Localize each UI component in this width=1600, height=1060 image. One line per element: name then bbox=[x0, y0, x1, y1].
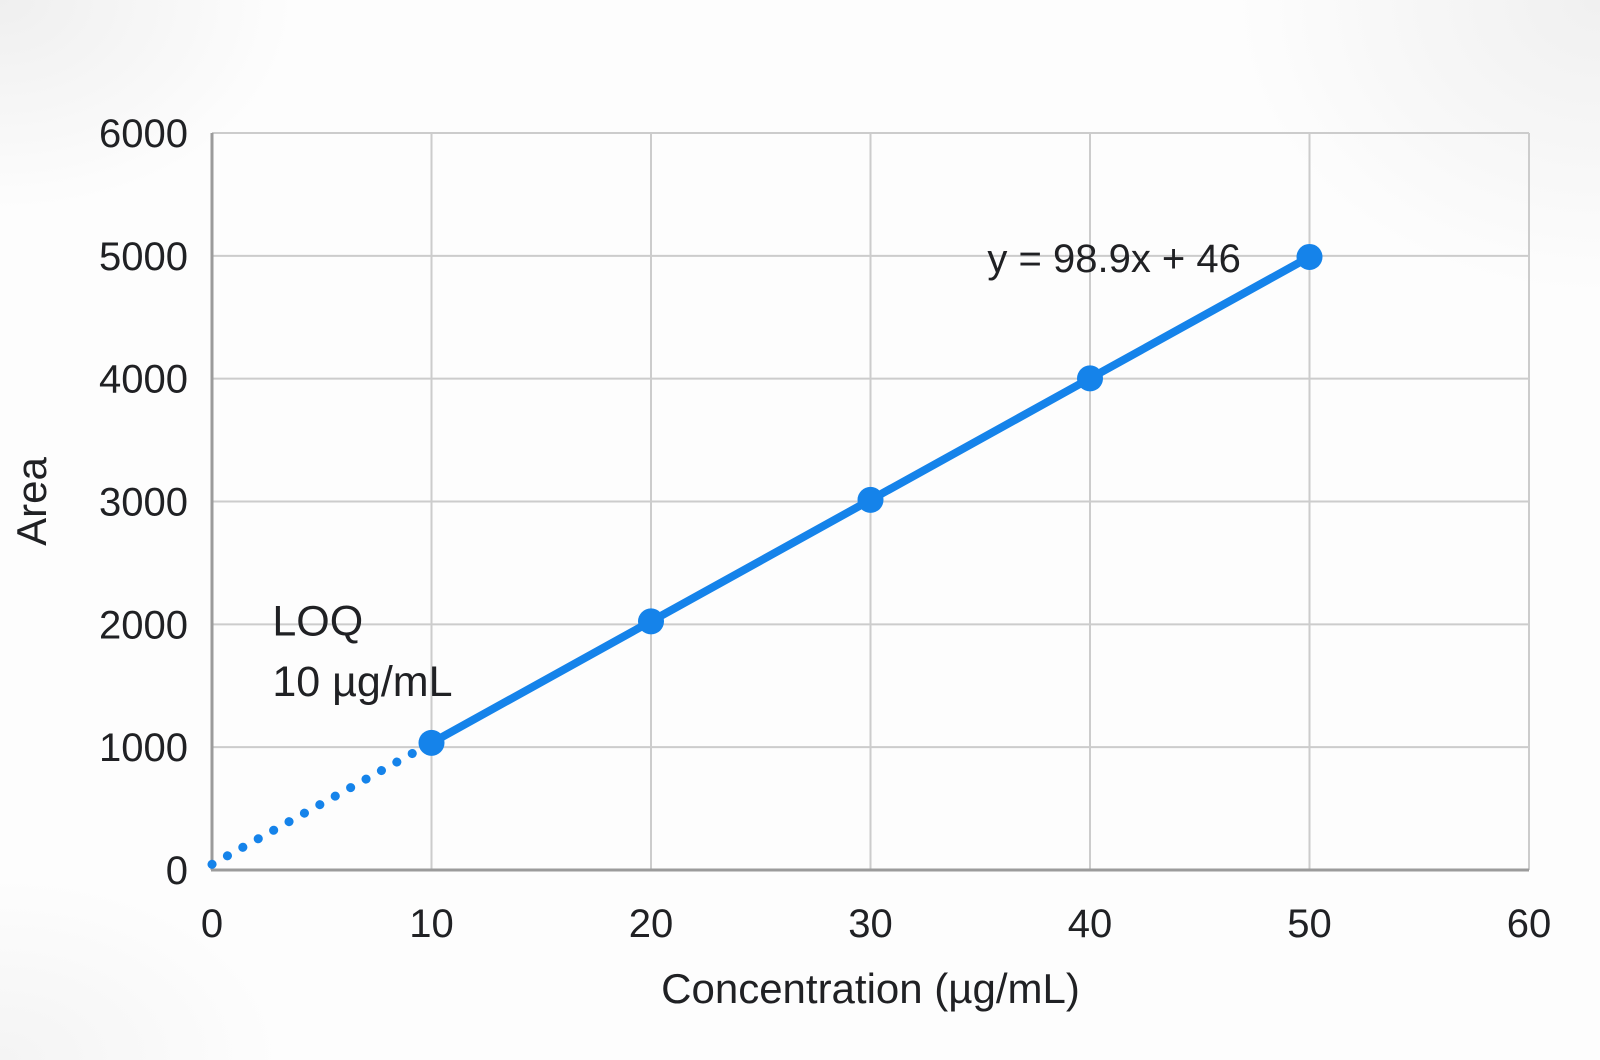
trendline-equation: y = 98.9x + 46 bbox=[987, 237, 1241, 281]
data-point-marker bbox=[418, 729, 445, 756]
x-tick-label: 20 bbox=[629, 902, 674, 946]
y-tick-label: 6000 bbox=[99, 112, 188, 156]
loq-value: 10 µg/mL bbox=[272, 658, 452, 706]
x-tick-label: 50 bbox=[1287, 902, 1332, 946]
data-point-marker bbox=[1296, 243, 1323, 270]
x-tick-label: 10 bbox=[409, 902, 454, 946]
x-tick-label: 30 bbox=[848, 902, 893, 946]
y-tick-label: 3000 bbox=[99, 481, 188, 525]
extrapolation-dotted-line bbox=[207, 738, 436, 869]
x-tick-label: 40 bbox=[1068, 902, 1113, 946]
y-axis-title: Area bbox=[8, 457, 55, 546]
loq-label: LOQ bbox=[272, 598, 363, 646]
y-tick-label: 4000 bbox=[99, 358, 188, 402]
y-tick-label: 1000 bbox=[99, 726, 188, 770]
data-point-marker bbox=[638, 608, 664, 635]
data-point-marker bbox=[1077, 365, 1103, 392]
x-tick-label: 60 bbox=[1507, 902, 1552, 946]
y-tick-label: 0 bbox=[166, 849, 188, 893]
data-point-marker bbox=[857, 486, 884, 513]
x-tick-label: 0 bbox=[201, 902, 223, 946]
x-axis-title: Concentration (µg/mL) bbox=[661, 965, 1080, 1012]
y-tick-label: 2000 bbox=[99, 603, 188, 647]
y-tick-label: 5000 bbox=[99, 235, 188, 279]
